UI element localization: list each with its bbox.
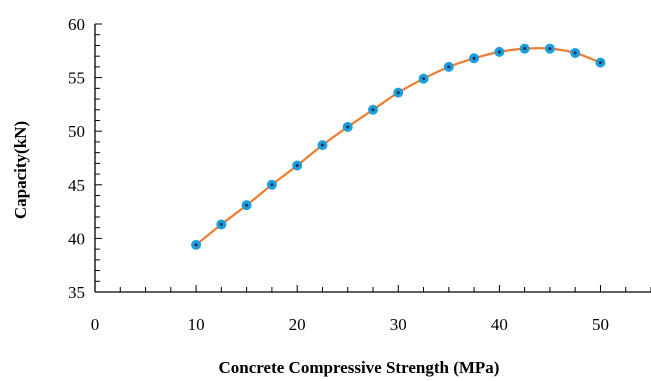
data-point-center	[245, 203, 249, 207]
data-point-center	[598, 60, 603, 65]
data-point	[469, 53, 480, 64]
series-line	[195, 47, 601, 246]
x-tick-label: 50	[592, 315, 609, 334]
data-point	[216, 219, 227, 230]
axes	[94, 24, 651, 293]
data-point	[292, 160, 303, 171]
data-point	[266, 179, 277, 190]
data-point-center	[472, 56, 476, 60]
data-point-center	[194, 243, 198, 247]
y-tick-label: 60	[68, 15, 85, 34]
y-tick-label: 50	[68, 122, 85, 141]
data-point	[368, 104, 378, 115]
x-ticks: 0 10 20 30 40 50	[91, 285, 651, 334]
data-point-center	[421, 77, 426, 81]
data-point-center	[320, 143, 325, 147]
x-tick-label: 0	[91, 315, 100, 334]
data-point	[595, 57, 606, 68]
data-point	[393, 87, 404, 98]
data-point	[494, 46, 505, 57]
y-ticks: 35 40 45 50 55 60	[68, 15, 102, 302]
x-tick-label: 30	[390, 315, 407, 334]
series-markers	[191, 43, 606, 250]
x-axis-title: Concrete Compressive Strength (MPa)	[219, 358, 500, 377]
data-point	[544, 43, 555, 54]
y-axis-title: Capacity(kN)	[11, 121, 30, 219]
data-point	[191, 239, 202, 250]
data-point-center	[270, 183, 274, 187]
data-point	[418, 73, 429, 84]
x-tick-label: 40	[491, 315, 508, 334]
data-point-center	[497, 50, 501, 54]
data-point-center	[295, 163, 299, 168]
x-tick-label: 10	[188, 315, 205, 334]
data-point	[519, 43, 530, 54]
x-tick-label: 20	[289, 315, 306, 334]
plot-area	[191, 43, 606, 250]
data-point-center	[447, 65, 451, 69]
data-point	[241, 200, 252, 211]
y-tick-label: 40	[68, 229, 85, 248]
data-point-center	[371, 108, 375, 112]
data-point-center	[396, 91, 400, 95]
data-point-center	[548, 47, 552, 51]
y-tick-label: 45	[68, 176, 85, 195]
data-point-center	[219, 222, 223, 227]
data-point-center	[346, 125, 350, 129]
data-point	[342, 121, 353, 132]
data-point-center	[523, 47, 527, 51]
data-point	[443, 61, 454, 72]
data-point-center	[573, 51, 577, 55]
y-tick-label: 35	[68, 283, 85, 302]
data-point	[570, 47, 581, 58]
data-point	[317, 140, 328, 151]
y-tick-label: 55	[68, 69, 85, 88]
